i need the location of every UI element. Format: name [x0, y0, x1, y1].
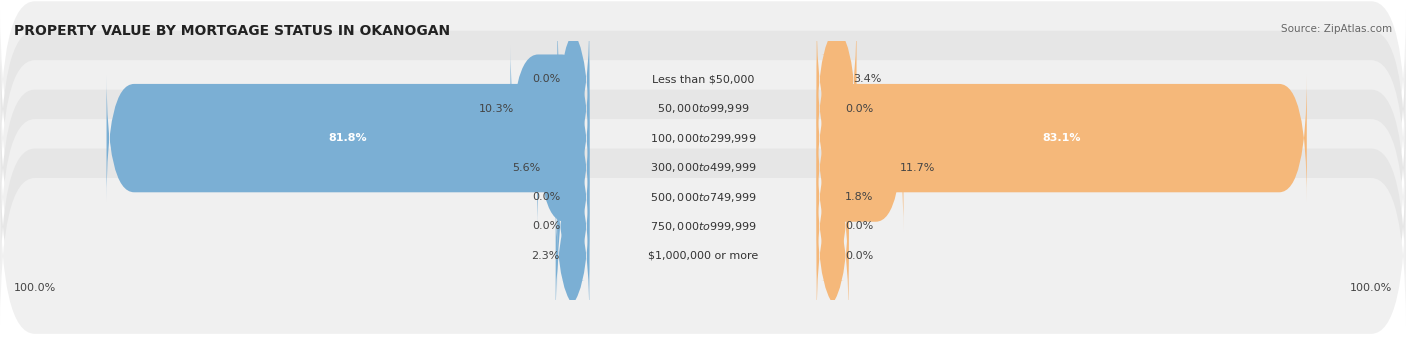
- Text: 3.4%: 3.4%: [853, 74, 882, 84]
- Text: 0.0%: 0.0%: [845, 251, 873, 261]
- Text: $500,000 to $749,999: $500,000 to $749,999: [650, 191, 756, 204]
- Text: Less than $50,000: Less than $50,000: [652, 74, 754, 84]
- FancyBboxPatch shape: [817, 74, 1306, 202]
- Text: $1,000,000 or more: $1,000,000 or more: [648, 251, 758, 261]
- FancyBboxPatch shape: [557, 16, 589, 143]
- FancyBboxPatch shape: [107, 74, 589, 202]
- Text: 1.8%: 1.8%: [845, 192, 873, 202]
- Text: $300,000 to $499,999: $300,000 to $499,999: [650, 161, 756, 174]
- FancyBboxPatch shape: [0, 119, 1406, 275]
- FancyBboxPatch shape: [0, 149, 1406, 305]
- Text: 83.1%: 83.1%: [1042, 133, 1081, 143]
- FancyBboxPatch shape: [817, 45, 849, 172]
- Text: 0.0%: 0.0%: [845, 104, 873, 114]
- Text: $750,000 to $999,999: $750,000 to $999,999: [650, 220, 756, 233]
- FancyBboxPatch shape: [817, 192, 849, 320]
- FancyBboxPatch shape: [557, 163, 589, 290]
- FancyBboxPatch shape: [555, 192, 589, 320]
- FancyBboxPatch shape: [557, 133, 589, 261]
- Text: $50,000 to $99,999: $50,000 to $99,999: [657, 102, 749, 115]
- FancyBboxPatch shape: [537, 104, 589, 231]
- FancyBboxPatch shape: [0, 90, 1406, 246]
- Text: Source: ZipAtlas.com: Source: ZipAtlas.com: [1281, 24, 1392, 34]
- FancyBboxPatch shape: [817, 104, 904, 231]
- Text: PROPERTY VALUE BY MORTGAGE STATUS IN OKANOGAN: PROPERTY VALUE BY MORTGAGE STATUS IN OKA…: [14, 24, 450, 38]
- FancyBboxPatch shape: [0, 1, 1406, 157]
- Text: $100,000 to $299,999: $100,000 to $299,999: [650, 132, 756, 145]
- FancyBboxPatch shape: [0, 178, 1406, 334]
- Text: 0.0%: 0.0%: [533, 74, 561, 84]
- FancyBboxPatch shape: [817, 133, 849, 261]
- Text: 5.6%: 5.6%: [512, 163, 540, 173]
- Text: 0.0%: 0.0%: [533, 221, 561, 232]
- Text: 0.0%: 0.0%: [533, 192, 561, 202]
- FancyBboxPatch shape: [817, 16, 856, 143]
- Text: 100.0%: 100.0%: [14, 283, 56, 293]
- FancyBboxPatch shape: [510, 45, 589, 172]
- FancyBboxPatch shape: [0, 60, 1406, 216]
- Text: 100.0%: 100.0%: [1350, 283, 1392, 293]
- FancyBboxPatch shape: [0, 31, 1406, 187]
- Text: 11.7%: 11.7%: [900, 163, 935, 173]
- Text: 0.0%: 0.0%: [845, 221, 873, 232]
- Text: 10.3%: 10.3%: [478, 104, 515, 114]
- Text: 2.3%: 2.3%: [530, 251, 560, 261]
- Text: 81.8%: 81.8%: [329, 133, 367, 143]
- FancyBboxPatch shape: [817, 163, 849, 290]
